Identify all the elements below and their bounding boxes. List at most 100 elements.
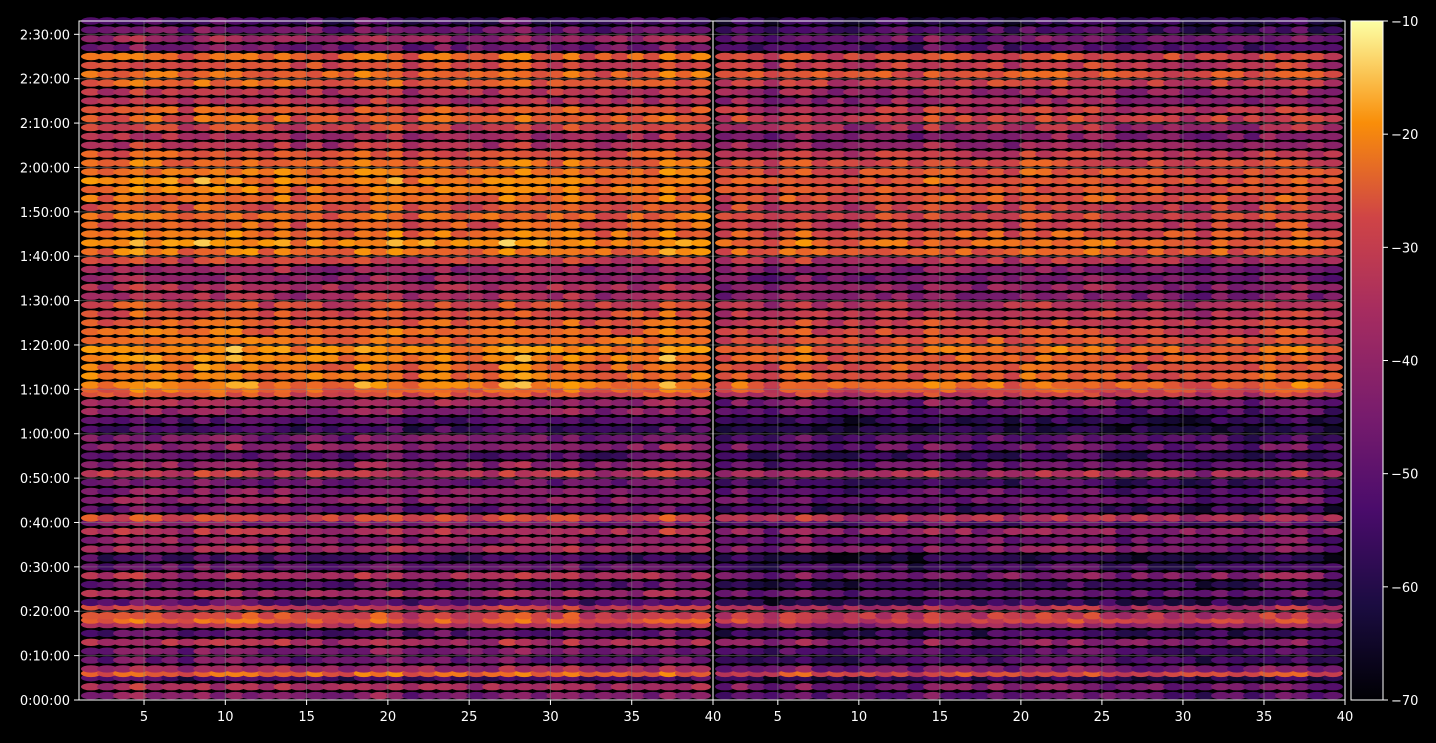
heatmap-cell: [177, 470, 198, 478]
heatmap-cell: [691, 141, 711, 149]
heatmap-cell: [642, 545, 663, 553]
heatmap-cell: [530, 185, 551, 194]
heatmap-cell: [145, 168, 166, 176]
heatmap-cell: [434, 150, 455, 158]
heatmap-cell: [321, 354, 342, 362]
heatmap-cell: [578, 239, 599, 247]
heatmap-cell: [546, 79, 567, 87]
heatmap-cell: [642, 61, 663, 70]
heatmap-cell: [450, 683, 471, 691]
heatmap-cell: [81, 35, 101, 43]
heatmap-cell: [546, 514, 567, 522]
heatmap-cell: [257, 416, 278, 425]
heatmap-cell: [241, 399, 262, 407]
heatmap-cell: [113, 123, 134, 132]
heatmap-cell: [305, 265, 326, 274]
heatmap-cell: [225, 97, 246, 105]
heatmap-cell: [514, 132, 535, 141]
heatmap-cell: [530, 221, 551, 229]
heatmap-cell: [321, 656, 342, 664]
heatmap-cell: [530, 554, 551, 562]
heatmap-cell: [145, 123, 166, 132]
heatmap-cell: [514, 487, 535, 496]
heatmap-cell: [97, 88, 118, 96]
heatmap-cell: [337, 221, 358, 229]
heatmap-cell: [530, 52, 551, 61]
heatmap-cell: [353, 203, 374, 212]
heatmap-cell: [658, 470, 679, 478]
heatmap-cell: [386, 177, 406, 185]
heatmap-cell: [193, 580, 214, 589]
heatmap-cell: [691, 638, 711, 646]
heatmap-cell: [514, 336, 535, 345]
heatmap-cell: [225, 434, 246, 442]
heatmap-cell: [434, 572, 455, 580]
heatmap-cell: [337, 61, 358, 70]
heatmap-cell: [113, 527, 134, 536]
heatmap-cell: [369, 212, 390, 220]
heatmap-cell: [578, 319, 599, 327]
heatmap-cell: [321, 589, 342, 598]
heatmap-cell: [321, 554, 342, 562]
heatmap-cell: [907, 683, 927, 691]
heatmap-cell: [658, 212, 679, 220]
heatmap-cell: [402, 319, 423, 327]
heatmap-cell: [514, 168, 535, 176]
heatmap-cell: [177, 612, 198, 620]
heatmap-cell: [145, 301, 166, 309]
heatmap-cell: [546, 691, 567, 700]
heatmap-cell: [289, 381, 310, 389]
heatmap-cell: [546, 656, 567, 664]
heatmap-cell: [434, 123, 455, 132]
heatmap-cell: [1323, 527, 1343, 536]
heatmap-cell: [594, 434, 615, 442]
heatmap-cell: [145, 106, 166, 114]
heatmap-cell: [321, 248, 342, 256]
heatmap-cell: [610, 292, 631, 300]
heatmap-cell: [578, 168, 599, 176]
heatmap-cell: [530, 434, 551, 442]
heatmap-cell: [642, 194, 663, 203]
heatmap-cell: [1323, 589, 1343, 598]
heatmap-cell: [97, 256, 118, 265]
heatmap-cell: [1035, 683, 1055, 691]
heatmap-cell: [97, 239, 118, 247]
heatmap-cell: [594, 545, 615, 553]
heatmap-cell: [305, 114, 326, 123]
heatmap-cell: [466, 274, 487, 283]
heatmap-cell: [321, 159, 342, 167]
heatmap-cell: [193, 212, 214, 220]
heatmap-cell: [578, 536, 599, 544]
heatmap-cell: [578, 656, 599, 664]
heatmap-cell: [257, 580, 278, 589]
heatmap-cell: [514, 381, 535, 389]
heatmap-cell: [434, 363, 455, 371]
heatmap-cell: [353, 505, 374, 513]
heatmap-cell: [161, 527, 182, 536]
heatmap-cell: [1003, 665, 1023, 673]
heatmap-cell: [337, 514, 358, 522]
heatmap-cell: [305, 665, 326, 673]
heatmap-cell: [177, 79, 198, 87]
heatmap-cell: [1323, 598, 1343, 607]
heatmap-cell: [546, 159, 567, 167]
heatmap-cell: [546, 598, 567, 607]
heatmap-cell: [578, 505, 599, 513]
heatmap-cell: [225, 310, 246, 318]
heatmap-cell: [81, 536, 101, 544]
heatmap-cell: [353, 554, 374, 562]
heatmap-cell: [674, 185, 695, 194]
heatmap-cell: [193, 638, 214, 646]
heatmap-cell: [209, 150, 230, 158]
heatmap-cell: [674, 106, 695, 114]
heatmap-cell: [578, 61, 599, 70]
heatmap-cell: [273, 106, 294, 114]
heatmap-cell: [209, 283, 230, 291]
heatmap-cell: [209, 230, 230, 238]
heatmap-cell: [514, 35, 535, 43]
heatmap-cell: [530, 399, 551, 407]
heatmap-cell: [514, 256, 535, 265]
heatmap-cell: [177, 572, 198, 580]
heatmap-cell: [1275, 683, 1295, 691]
heatmap-cell: [369, 274, 390, 283]
